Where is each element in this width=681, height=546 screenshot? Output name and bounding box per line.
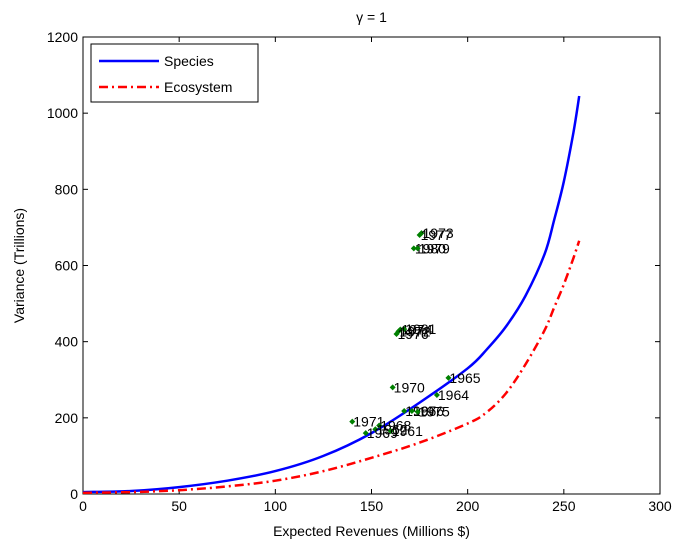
data-point-label: 1972 [399, 323, 430, 339]
x-axis-label: Expected Revenues (Millions $) [273, 523, 470, 539]
x-tick-label: 100 [264, 498, 288, 514]
data-point-marker [445, 374, 452, 381]
data-point-label: 1965 [449, 370, 480, 386]
y-axis: 0 200 400 600 800 1000 1200 [47, 29, 660, 502]
chart-title: γ = 1 [356, 9, 387, 25]
legend-label-species: Species [164, 53, 214, 69]
y-tick-label: 1000 [47, 105, 78, 121]
x-tick-label: 200 [456, 498, 480, 514]
data-point-marker [389, 384, 396, 391]
data-point-label: 1961 [392, 423, 423, 439]
data-point-label: 1966 [413, 403, 444, 419]
data-point-marker [393, 331, 400, 338]
x-tick-label: 300 [648, 498, 672, 514]
x-tick-label: 50 [171, 498, 187, 514]
data-point-label: 1976 [398, 326, 429, 342]
data-point-label: 1964 [438, 387, 469, 403]
data-point-label: 1968 [380, 417, 411, 433]
data-point-label: 1974 [401, 321, 432, 337]
data-point-label: 1975 [419, 404, 450, 420]
data-point-label: 1981 [405, 321, 436, 337]
series-line-ecosystem [82, 240, 581, 495]
data-point-marker [372, 426, 379, 433]
data-point-marker [414, 408, 421, 415]
x-tick-label: 0 [79, 498, 87, 514]
y-tick-label: 200 [55, 410, 79, 426]
y-tick-label: 800 [55, 181, 79, 197]
legend-label-ecosystem: Ecosystem [164, 79, 232, 95]
y-axis-label: Variance (Trillions) [11, 208, 27, 323]
data-point-marker [362, 430, 369, 437]
series-lines [82, 95, 581, 495]
data-point-marker [410, 245, 417, 252]
data-point-label: 1979 [419, 240, 450, 256]
series-line-species [82, 95, 581, 494]
y-tick-label: 0 [70, 486, 78, 502]
data-point-marker [414, 245, 421, 252]
data-point-marker [387, 428, 394, 435]
data-point-label: 1962 [376, 421, 407, 437]
data-point-label: 1969 [367, 425, 398, 441]
data-point-label: 1973 [423, 225, 454, 241]
data-point-marker [349, 418, 356, 425]
data-point-marker [401, 407, 408, 414]
x-tick-label: 250 [552, 498, 576, 514]
data-point-label: 1977 [421, 227, 452, 243]
data-point-marker [416, 232, 423, 239]
y-tick-label: 600 [55, 258, 79, 274]
plot-area [82, 36, 661, 495]
x-tick-label: 150 [360, 498, 384, 514]
data-point-marker [433, 391, 440, 398]
data-point-label: 1970 [394, 379, 425, 395]
data-point-marker [401, 326, 408, 333]
data-point-label: 1980 [415, 240, 446, 256]
y-tick-label: 1200 [47, 29, 78, 45]
data-point-marker [408, 407, 415, 414]
data-point-marker [376, 422, 383, 429]
data-point-label: 1967 [405, 403, 436, 419]
x-axis: 0 50 100 150 200 250 300 [79, 37, 672, 514]
plot-frame [82, 36, 661, 495]
legend-box [90, 43, 259, 103]
legend: Species Ecosystem [90, 43, 259, 103]
y-tick-label: 400 [55, 334, 79, 350]
